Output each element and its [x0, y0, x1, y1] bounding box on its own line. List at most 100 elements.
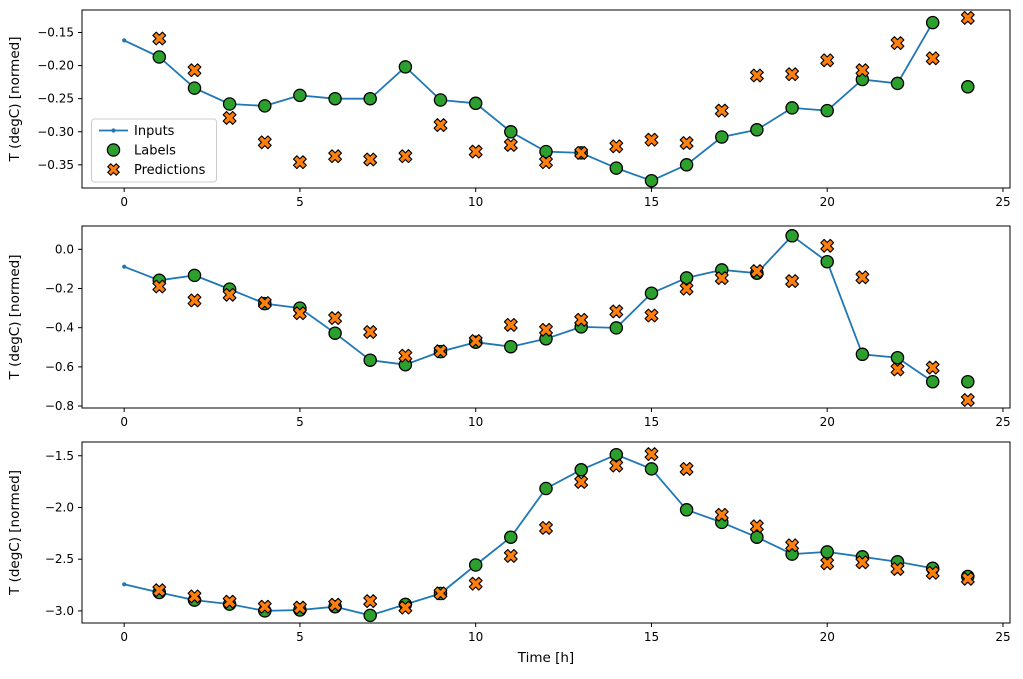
- label-point: [504, 125, 518, 139]
- subplot-2: 0 5 10 15 20 25 0.0 −0.2 −0.4 −0.6 −0.8 T (degC) [n…: [7, 225, 1011, 429]
- label-point: [785, 229, 799, 243]
- prediction-point: [292, 155, 307, 170]
- label-point: [820, 545, 834, 559]
- prediction-point: [925, 51, 940, 66]
- prediction-point: [749, 68, 764, 83]
- y-tick-label: −2.0: [45, 500, 74, 514]
- x-tick-label: 20: [820, 630, 835, 644]
- x-tick-label: 25: [995, 630, 1010, 644]
- prediction-point: [890, 362, 905, 377]
- axes-frame: [81, 225, 1011, 409]
- prediction-point: [257, 296, 272, 310]
- prediction-point: [960, 571, 975, 586]
- y-tick-label: −1.5: [45, 449, 74, 463]
- y-axis-label: T (degC) [normed]: [7, 470, 23, 596]
- label-point: [433, 93, 448, 107]
- prediction-point: [785, 538, 800, 553]
- prediction-point: [890, 561, 905, 576]
- label-point: [855, 347, 870, 362]
- y-tick-label: −0.25: [37, 92, 74, 106]
- prediction-point: [257, 135, 272, 150]
- label-point: [609, 161, 624, 175]
- label-point: [890, 76, 905, 91]
- label-point: [925, 374, 940, 389]
- prediction-point: [960, 393, 975, 407]
- label-point: [293, 88, 307, 103]
- label-point: [820, 254, 834, 269]
- legend: Inputs Labels Predictions: [91, 118, 217, 183]
- prediction-point: [328, 597, 343, 612]
- label-point: [328, 326, 342, 340]
- x-tick-label: 15: [644, 415, 659, 429]
- prediction-point: [855, 555, 870, 570]
- prediction-point: [292, 600, 307, 615]
- x-tick-label: 0: [120, 195, 128, 209]
- prediction-point: [398, 348, 413, 363]
- input-point: [122, 264, 127, 269]
- prediction-point: [820, 53, 835, 68]
- label-point: [187, 81, 202, 95]
- label-point: [504, 339, 518, 354]
- prediction-point: [539, 155, 553, 170]
- inputs-line: [123, 22, 934, 182]
- prediction-point: [328, 149, 343, 164]
- prediction-point: [960, 10, 975, 25]
- labels-scatter-series: [152, 229, 975, 389]
- prediction-point: [890, 36, 905, 51]
- prediction-point: [222, 110, 237, 125]
- label-point: [468, 558, 483, 572]
- prediction-point: [714, 103, 729, 118]
- prediction-point: [398, 600, 413, 615]
- label-point: [679, 503, 694, 517]
- prediction-point: [820, 238, 835, 253]
- y-tick-label: −0.6: [45, 360, 74, 374]
- prediction-point: [714, 271, 729, 286]
- legend-inputs-dot-icon: [111, 128, 116, 133]
- predictions-scatter-series: [152, 238, 975, 407]
- x-tick-label: 25: [995, 195, 1010, 209]
- legend-labels-circle-icon: [106, 143, 121, 157]
- label-point: [328, 91, 342, 106]
- inputs-line-series: [122, 452, 935, 618]
- y-tick-label: −0.4: [45, 321, 74, 335]
- label-point: [187, 268, 202, 283]
- input-point: [122, 582, 127, 587]
- label-point: [363, 353, 377, 367]
- prediction-point: [714, 507, 729, 522]
- label-point: [644, 286, 659, 300]
- label-point: [222, 97, 237, 111]
- inputs-line-series: [122, 233, 935, 384]
- input-point: [122, 38, 127, 43]
- prediction-point: [433, 118, 448, 133]
- prediction-point: [152, 279, 167, 294]
- prediction-point: [574, 475, 589, 489]
- labels-scatter-series: [152, 447, 975, 623]
- prediction-point: [785, 274, 800, 289]
- x-tick-label: 5: [296, 195, 304, 209]
- label-point: [644, 462, 659, 476]
- x-axis-label: Time [h]: [517, 650, 574, 666]
- prediction-point: [328, 311, 343, 326]
- prediction-point: [749, 519, 764, 534]
- label-point: [785, 101, 799, 115]
- inputs-line: [123, 234, 934, 383]
- x-tick-label: 15: [644, 195, 659, 209]
- y-tick-label: −0.30: [37, 125, 74, 139]
- prediction-point: [855, 63, 870, 78]
- label-point: [644, 173, 659, 188]
- prediction-point: [468, 144, 483, 159]
- label-point: [609, 447, 624, 462]
- label-point: [504, 530, 518, 544]
- label-point: [468, 96, 483, 111]
- prediction-point: [503, 548, 518, 563]
- prediction-point: [292, 306, 307, 321]
- y-tick-label: −2.5: [45, 552, 74, 566]
- x-tick-label: 20: [820, 195, 835, 209]
- prediction-point: [925, 360, 940, 375]
- prediction-point: [152, 31, 167, 46]
- prediction-point: [222, 594, 237, 609]
- label-point: [925, 15, 940, 30]
- x-tick-label: 0: [120, 415, 128, 429]
- y-tick-label: −0.20: [37, 59, 74, 73]
- inputs-line: [123, 453, 933, 617]
